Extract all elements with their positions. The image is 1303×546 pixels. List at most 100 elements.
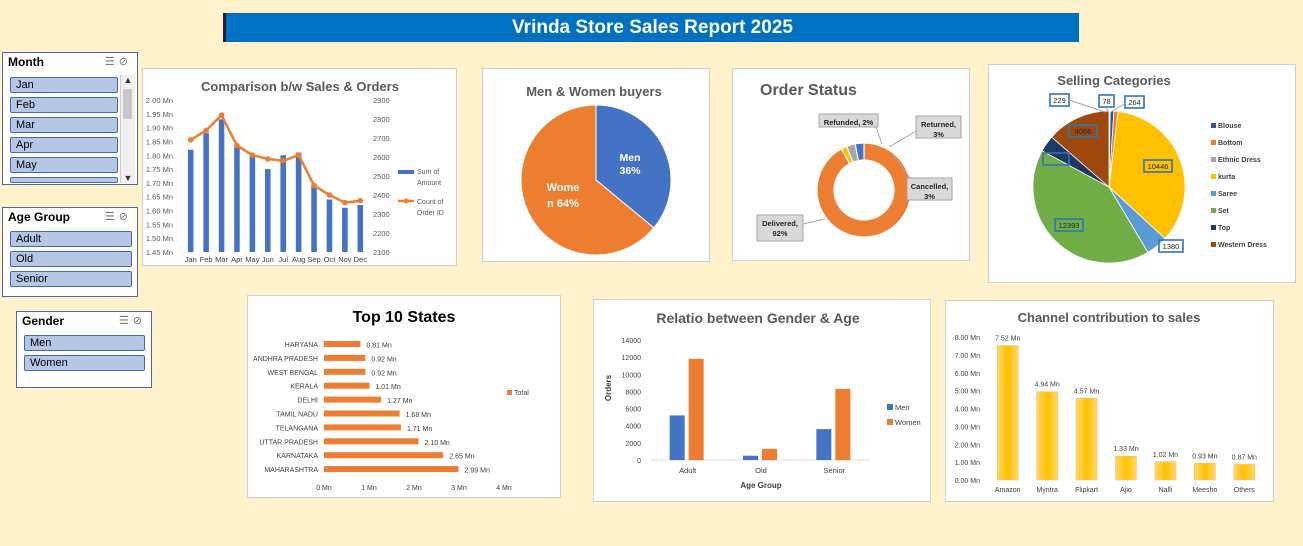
clear-filter-icon[interactable]: ⊘ <box>132 315 146 327</box>
slicer-item-gender[interactable]: Women <box>24 355 145 371</box>
chart-title: Relatio between Gender & Age <box>656 310 860 326</box>
age-group-slicer-title: Age Group <box>8 210 70 224</box>
gender-buyers-chart[interactable]: Men & Women buyers Men 36% Wome n 64% <box>482 68 710 262</box>
data-label-box <box>1068 124 1098 138</box>
bar-data-label: 0.93 Mn <box>1192 453 1217 460</box>
bar-data-label: 0.92 Mn <box>371 356 396 363</box>
legend-swatch-sales <box>398 170 414 174</box>
x-tick-label: Old <box>755 466 767 475</box>
bar-sales <box>280 155 286 252</box>
y-tick-label: DELHI <box>297 398 318 405</box>
bar-state <box>324 466 459 473</box>
bar-state <box>324 368 366 375</box>
x-tick-label: Jun <box>262 255 274 264</box>
orders-point <box>342 199 348 206</box>
slicer-item-age[interactable]: Senior <box>10 271 132 287</box>
clear-filter-icon[interactable]: ⊘ <box>118 56 132 68</box>
bar-data-label: 4.94 Mn <box>1034 382 1059 389</box>
bar-sales <box>218 119 225 252</box>
slicer-item-gender[interactable]: Men <box>24 335 145 351</box>
legend-swatch <box>1211 140 1216 145</box>
x-tick-label: 2 Mn <box>406 485 422 492</box>
scroll-thumb[interactable] <box>123 89 132 119</box>
y-left-tick-label: 1.85 Mn <box>146 137 173 146</box>
legend-swatch <box>507 390 512 395</box>
gender-age-chart[interactable]: Relatio between Gender & Age 0 2000 4000 600… <box>593 299 931 502</box>
y-right-tick-label: 2100 <box>373 248 390 257</box>
legend-marker-orders <box>403 198 409 204</box>
chart-title: Order Status <box>760 82 857 99</box>
legend-label: Ethnic Dress <box>1218 157 1261 164</box>
y-right-tick-label: 2500 <box>373 172 390 181</box>
orders-point <box>311 182 317 189</box>
y-left-tick-label: 1.60 Mn <box>146 207 173 216</box>
slicer-item-month[interactable]: May <box>10 157 118 173</box>
sales-orders-chart[interactable]: Comparison b/w Sales & Orders 1.45 Mn 1.50… <box>142 68 457 266</box>
scroll-up-icon[interactable]: ▲ <box>123 75 133 85</box>
legend-swatch <box>887 419 893 425</box>
legend-swatch <box>1211 123 1216 128</box>
x-tick-label: Aug <box>292 255 305 264</box>
bar-state <box>324 438 419 445</box>
donut-data-label: Delivered, <box>762 219 798 228</box>
orders-point <box>295 152 302 158</box>
channel-sales-chart[interactable]: Channel contribution to sales 0.00 Mn 1.00… <box>945 300 1274 502</box>
y-tick-label: 2.00 Mn <box>955 442 980 449</box>
multi-select-icon[interactable]: ☰ <box>118 315 133 327</box>
y-right-tick-label: 2700 <box>373 134 390 143</box>
x-tick-label: Adult <box>679 466 697 475</box>
scrollbar[interactable]: ▲ ▼ <box>120 75 135 183</box>
slicer-item-month[interactable]: Jan <box>10 77 118 93</box>
orders-point <box>326 192 333 198</box>
bar-state <box>324 452 444 459</box>
y-right-tick-label: 2300 <box>373 210 390 219</box>
slicer-item-month-partial[interactable] <box>10 177 118 183</box>
bar-men <box>743 455 758 460</box>
chart-title: Comparison b/w Sales & Orders <box>201 79 399 94</box>
donut-data-label: Returned, <box>921 120 956 129</box>
slicer-item-age[interactable]: Adult <box>10 231 132 247</box>
legend-swatch <box>1211 225 1216 230</box>
multi-select-icon[interactable]: ☰ <box>104 211 119 223</box>
legend-swatch <box>1211 157 1216 162</box>
scroll-down-icon[interactable]: ▼ <box>123 173 133 183</box>
slicer-item-age[interactable]: Old <box>10 251 132 267</box>
legend-swatch <box>1211 174 1216 179</box>
y-tick-label: KERALA <box>290 384 318 391</box>
clear-filter-icon[interactable]: ⊘ <box>118 211 132 223</box>
bar-state <box>324 354 366 361</box>
slicer-item-month[interactable]: Mar <box>10 117 118 133</box>
y-tick-label: 0 <box>637 458 641 465</box>
y-tick-label: 0.00 Mn <box>955 478 980 485</box>
chart-title: Top 10 States <box>353 309 456 326</box>
bar-sales <box>203 133 209 252</box>
order-status-chart[interactable]: Order Status Delivered, 92% Refunded, 2% Ret… <box>732 68 970 261</box>
pie-data-label: 12393 <box>1059 221 1080 230</box>
bar-data-label: 2.10 Mn <box>425 440 450 447</box>
x-tick-label: 1 Mn <box>361 485 377 492</box>
bar-sales <box>295 152 302 252</box>
x-tick-label: Ajio <box>1120 487 1132 494</box>
y-tick-label: 10000 <box>622 372 642 379</box>
legend-label: Set <box>1218 208 1230 215</box>
callout-box <box>818 113 879 128</box>
data-label-box <box>1158 239 1184 253</box>
multi-select-icon[interactable]: ☰ <box>104 56 119 68</box>
pie-slice <box>1108 111 1186 240</box>
data-label-box <box>1143 159 1173 173</box>
orders-point <box>203 127 209 134</box>
bar-state <box>324 341 361 347</box>
pie-data-label: 264 <box>1128 98 1141 107</box>
callout-leader <box>802 218 826 225</box>
chart-title: Channel contribution to sales <box>1018 310 1201 325</box>
top-states-chart[interactable]: Top 10 States HARYANA 0.81 Mn ANDHRA PRADES… <box>247 295 561 498</box>
bar-state <box>324 424 401 431</box>
slicer-item-month[interactable]: Apr <box>10 137 118 153</box>
slicer-item-month[interactable]: Feb <box>10 97 118 113</box>
donut-data-label: 92% <box>772 229 787 238</box>
selling-categories-chart[interactable]: Selling Categories 229 78 264 10446 1380 12393… <box>988 64 1296 283</box>
orders-point <box>280 158 287 164</box>
x-tick-label: Flipkart <box>1075 487 1098 494</box>
legend-swatch <box>1211 242 1216 247</box>
orders-point <box>218 112 225 118</box>
